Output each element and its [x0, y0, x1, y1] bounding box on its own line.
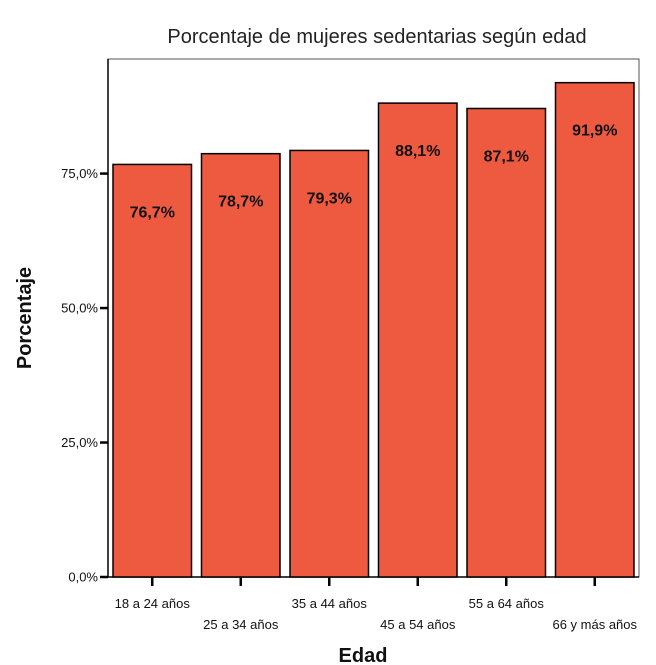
x-tick-label: 45 a 54 años — [380, 617, 456, 632]
y-tick-label: 50,0% — [61, 301, 98, 316]
bar — [466, 107, 547, 578]
plot-area — [107, 58, 640, 578]
bar-data-label: 79,3% — [307, 190, 352, 207]
bar — [200, 152, 281, 578]
x-tick-label: 25 a 34 años — [203, 617, 279, 632]
bar-data-label: 78,7% — [218, 194, 263, 211]
y-tick-label: 25,0% — [61, 435, 98, 450]
x-tick-label: 55 a 64 años — [469, 596, 545, 611]
x-tick-label: 18 a 24 años — [115, 596, 191, 611]
bar — [554, 81, 635, 578]
x-tick-label: 35 a 44 años — [292, 596, 368, 611]
chart-title: Porcentaje de mujeres sedentarias según … — [167, 26, 586, 48]
x-axis: 18 a 24 años 25 a 34 años 35 a 44 años 45 a… — [115, 577, 638, 632]
bar-data-label: 87,1% — [484, 148, 529, 165]
bar — [289, 149, 370, 578]
bar — [377, 102, 458, 578]
bar-data-label: 88,1% — [395, 143, 440, 160]
y-tick-label: 75,0% — [61, 166, 98, 181]
y-axis: 0,0% 25,0% 50,0% 75,0% — [61, 166, 108, 585]
y-tick-label: 0,0% — [68, 570, 98, 585]
bar — [112, 163, 193, 578]
bar-data-label: 91,9% — [572, 123, 617, 140]
x-tick-label: 66 y más años — [552, 617, 637, 632]
x-axis-label: Edad — [339, 645, 388, 665]
y-axis-label: Porcentaje — [14, 267, 36, 369]
bar-data-label: 76,7% — [130, 204, 175, 221]
bars: 76,7% 78,7% 79,3% 88,1% 87,1% 91,9% — [112, 81, 635, 578]
